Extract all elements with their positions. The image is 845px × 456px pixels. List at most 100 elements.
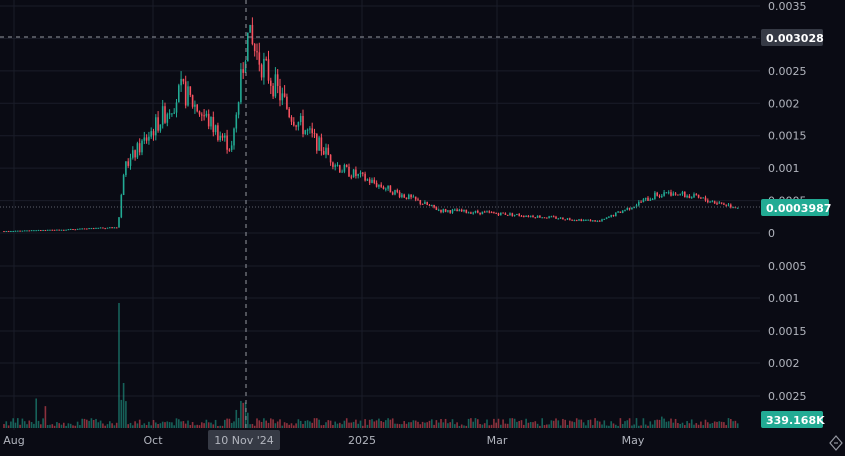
volume-bar [566, 424, 569, 428]
volume-bar [615, 424, 617, 428]
volume-bar [51, 424, 54, 428]
candle-body [276, 74, 279, 86]
candle-body [366, 179, 369, 181]
candle-body [171, 113, 173, 115]
volume-bar [631, 425, 633, 428]
volume-bar [534, 421, 537, 428]
candle-body [504, 213, 507, 215]
volume-bar [575, 418, 578, 428]
volume-bar [336, 423, 339, 428]
volume-bar [189, 425, 192, 428]
volume-bar [329, 420, 332, 428]
candle-body [626, 207, 629, 210]
candle-body [90, 228, 93, 230]
candle-body [306, 129, 309, 131]
volume-bar [88, 420, 90, 428]
candle-body [460, 209, 463, 212]
volume-bar [364, 419, 366, 428]
candle-body [299, 115, 302, 123]
volume-bar [592, 425, 594, 428]
candle-body [598, 220, 601, 222]
candle-body [56, 229, 58, 231]
volume-bar [270, 418, 272, 428]
volume-bar [366, 424, 369, 428]
candle-body [270, 80, 272, 86]
volume-bar [37, 420, 40, 428]
volume-bar [288, 424, 290, 428]
candle-body [152, 131, 155, 136]
candle-body [401, 194, 403, 198]
volume-bar [725, 425, 727, 428]
volume-bar [118, 303, 120, 428]
candle-body [17, 230, 19, 232]
candle-body [279, 85, 281, 101]
volume-bar [626, 420, 629, 428]
candle-body [355, 169, 357, 176]
candle-body [297, 122, 300, 127]
volume-bar [46, 424, 49, 428]
candle-body [72, 228, 74, 230]
candle-body [198, 111, 201, 115]
price-axis-lower: 0.0005 0.001 0.0015 0.002 0.0025 [768, 260, 807, 403]
candle-body [136, 143, 139, 158]
candle-body [474, 210, 477, 213]
candle-body [23, 230, 26, 232]
candle-body [509, 213, 511, 216]
volume-bar [357, 423, 359, 428]
volume-bar [143, 423, 146, 428]
volume-bar [302, 424, 304, 428]
candle-body [92, 228, 95, 230]
candle-body [428, 204, 431, 206]
volume-bar [155, 422, 157, 428]
candle-body [541, 217, 543, 219]
volume-bar [578, 419, 580, 428]
candle-body [196, 104, 198, 112]
volume-bar [603, 420, 606, 428]
candle-body [302, 115, 304, 135]
volume-bar [428, 420, 431, 428]
candle-body [578, 219, 580, 221]
volume-bar [65, 425, 67, 428]
volume-bar [442, 422, 445, 428]
candle-body [155, 117, 157, 136]
volume-bar [555, 418, 557, 428]
candle-body [325, 147, 327, 155]
volume-bar [196, 424, 198, 428]
candle-body [477, 210, 479, 213]
volume-bar [226, 418, 228, 428]
candle-body [286, 96, 288, 109]
volume-bar [684, 425, 686, 428]
diamond-arrows-icon[interactable] [829, 435, 843, 451]
candle-body [53, 229, 56, 231]
candle-body [148, 136, 150, 141]
candle-body [134, 150, 136, 158]
volume-bar [115, 422, 118, 428]
candle-body [212, 117, 215, 133]
volume-bar [718, 421, 721, 428]
candle-body [226, 135, 228, 150]
candle-body [681, 191, 684, 195]
volume-bar [224, 419, 226, 428]
volume-bar [359, 420, 362, 428]
volume-bar [396, 423, 399, 428]
volume-bar [451, 419, 454, 428]
candle-body [431, 204, 433, 206]
volume-bar [175, 418, 178, 428]
candle-body [161, 106, 164, 125]
candle-body [304, 130, 307, 135]
candle-body [373, 179, 376, 183]
candle-body [329, 154, 332, 163]
candle-body [612, 215, 615, 217]
volume-bar [431, 419, 433, 428]
candle-body [313, 133, 316, 135]
volume-bar [695, 423, 698, 428]
volume-bar [69, 423, 72, 428]
volume-bar [727, 418, 730, 428]
volume-bar [362, 425, 364, 428]
candle-body [111, 227, 113, 229]
volume-bar [286, 423, 288, 428]
candle-body [138, 143, 141, 153]
time-tick-label: Aug [3, 434, 24, 447]
